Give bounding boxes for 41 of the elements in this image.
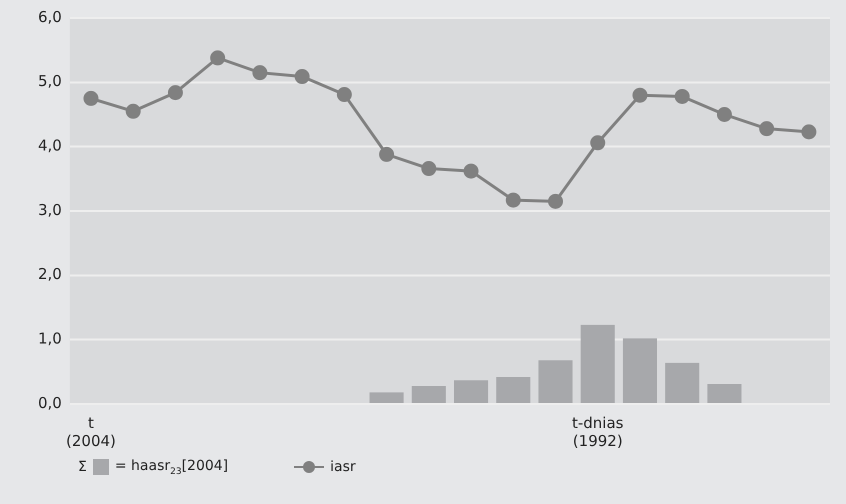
y-tick-label: 5,0 [38, 72, 62, 90]
legend-label: iasr [330, 459, 356, 476]
bar [707, 384, 742, 403]
category-label: t [88, 414, 94, 432]
y-tick-label: 0,0 [38, 394, 62, 412]
bar [412, 386, 446, 403]
point [294, 69, 310, 84]
category-label: (2004) [66, 432, 116, 450]
point [379, 146, 394, 162]
point [252, 65, 268, 80]
bar [370, 392, 404, 403]
point [674, 88, 690, 104]
bar [538, 360, 573, 403]
point [716, 107, 732, 122]
point [759, 121, 774, 136]
point [590, 135, 606, 150]
bar [454, 380, 488, 403]
bar [580, 324, 615, 403]
legend-title: Σ [78, 459, 87, 476]
point [506, 192, 521, 208]
point [126, 104, 141, 119]
y-tick-label: 2,0 [38, 265, 62, 284]
point [336, 87, 352, 102]
point [632, 88, 648, 103]
point [83, 90, 98, 106]
legend-label: = haasr$_{23}$[2004] [114, 458, 228, 477]
point [168, 85, 183, 100]
point [421, 161, 436, 176]
bar [622, 338, 658, 403]
point [464, 164, 479, 179]
y-tick-label: 3,0 [38, 200, 62, 219]
bar [665, 362, 700, 403]
point [548, 194, 564, 209]
bar [496, 376, 530, 403]
category-label: t-dnias [572, 414, 624, 432]
y-tick-label: 6,0 [38, 8, 62, 26]
category-label: (1992) [572, 432, 623, 450]
y-tick-label: 1,0 [38, 330, 62, 348]
y-tick-label: 4,0 [38, 136, 62, 155]
point [210, 50, 226, 66]
point [801, 124, 816, 140]
